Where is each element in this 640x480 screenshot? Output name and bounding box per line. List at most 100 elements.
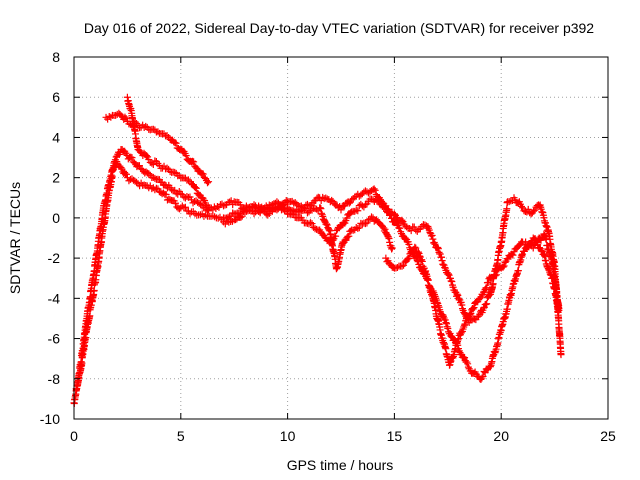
data-point [306, 219, 314, 227]
data-point [483, 284, 491, 292]
data-point [454, 335, 462, 343]
data-point [290, 207, 298, 215]
data-point [387, 214, 395, 222]
data-point [520, 247, 528, 255]
data-point [117, 164, 125, 172]
data-point [429, 235, 437, 243]
data-point [388, 245, 396, 253]
data-point [418, 257, 426, 265]
data-point [436, 250, 444, 258]
data-point [105, 112, 113, 120]
y-tick-label: -6 [48, 331, 61, 347]
data-point [371, 186, 379, 194]
data-point [354, 207, 362, 215]
data-point [135, 162, 143, 170]
data-point [358, 202, 366, 210]
data-point [398, 216, 406, 224]
data-point [463, 358, 471, 366]
data-point [162, 191, 170, 199]
data-point [238, 212, 246, 220]
data-point [355, 224, 363, 232]
data-point [441, 263, 449, 271]
data-point [364, 216, 372, 224]
data-point [121, 113, 129, 121]
data-point [434, 243, 442, 251]
series-trace-f [382, 230, 563, 369]
data-point [326, 227, 334, 235]
data-point [464, 363, 472, 371]
data-point [205, 206, 213, 214]
data-point [311, 225, 319, 233]
data-point [204, 207, 212, 215]
data-point [256, 209, 264, 217]
data-point [171, 199, 179, 207]
data-point [443, 320, 451, 328]
data-point [142, 152, 150, 160]
data-point [530, 207, 538, 215]
data-point [199, 170, 207, 178]
data-point [542, 236, 550, 244]
data-point [130, 159, 138, 167]
data-point [464, 360, 472, 368]
data-point [514, 267, 522, 275]
data-point [151, 186, 159, 194]
data-point [351, 207, 359, 215]
data-point [370, 185, 378, 193]
data-point [237, 213, 245, 221]
data-point [171, 139, 179, 147]
data-point [227, 197, 235, 205]
data-point [465, 311, 473, 319]
data-point [149, 160, 157, 168]
data-point [411, 243, 419, 251]
data-point [86, 312, 94, 320]
data-point [182, 152, 190, 160]
data-point [323, 220, 331, 228]
y-tick-label: -2 [48, 250, 61, 266]
data-point [416, 252, 424, 260]
data-point [405, 240, 413, 248]
data-point [401, 234, 409, 242]
data-point [325, 226, 333, 234]
data-point [178, 202, 186, 210]
data-point [142, 122, 150, 130]
data-point [136, 148, 144, 156]
data-point [500, 262, 508, 270]
data-point [168, 186, 176, 194]
data-point [442, 319, 450, 327]
data-point [247, 207, 255, 215]
y-axis-ticks: -10 -8 -6 -4 -2 0 2 4 6 8 [40, 49, 608, 427]
data-point [517, 202, 525, 210]
data-point [398, 262, 406, 270]
chart-title: Day 016 of 2022, Sidereal Day-to-day VTE… [84, 20, 594, 36]
data-point [533, 239, 541, 247]
data-point [405, 255, 413, 263]
x-tick-label: 15 [387, 428, 403, 444]
data-point [407, 227, 415, 235]
data-point [414, 248, 422, 256]
data-point [461, 354, 469, 362]
data-point [483, 300, 491, 308]
data-point [470, 304, 478, 312]
data-point [172, 139, 180, 147]
data-point [171, 168, 179, 176]
data-point [322, 194, 330, 202]
data-point [220, 202, 228, 210]
data-point [268, 201, 276, 209]
data-point [332, 232, 340, 240]
y-tick-label: -8 [48, 371, 61, 387]
data-point [445, 271, 453, 279]
data-point [476, 294, 484, 302]
data-point [316, 204, 324, 212]
data-point [117, 112, 125, 120]
data-point [318, 209, 326, 217]
data-point [191, 198, 199, 206]
x-tick-label: 20 [493, 428, 509, 444]
data-point [469, 305, 477, 313]
data-point [152, 184, 160, 192]
data-point [385, 235, 393, 243]
y-tick-label: -4 [48, 290, 61, 306]
data-point [438, 253, 446, 261]
grid-lines [74, 57, 608, 419]
data-point [482, 300, 490, 308]
data-point [505, 198, 513, 206]
